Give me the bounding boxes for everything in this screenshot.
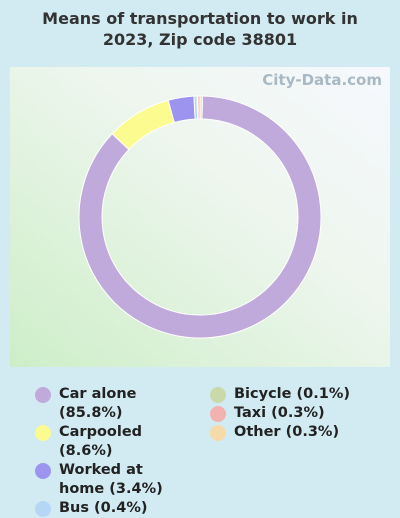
chart: City-Data.com [10, 67, 390, 367]
legend-label: Taxi (0.3%) [234, 405, 325, 421]
legend: Bicycle (0.1%) Taxi (0.3%) Other (0.3%) [210, 385, 364, 442]
legend-label: Bicycle (0.1%) [234, 386, 350, 402]
legend-item: Bicycle (0.1%) [210, 385, 364, 404]
legend-item: Other (0.3%) [210, 423, 364, 442]
legend-swatch [210, 387, 226, 403]
legend-item: Car alone (85.8%) [35, 385, 189, 423]
legend-item: Bus (0.4%) [35, 499, 189, 518]
legend-label: Car alone (85.8%) [59, 386, 137, 421]
legend-swatch [210, 406, 226, 422]
legend-label: Bus (0.4%) [59, 500, 148, 516]
legend-item: Worked at home (3.4%) [35, 461, 189, 499]
legend-swatch [35, 387, 51, 403]
legend-swatch [35, 501, 51, 517]
legend-label: Worked at home (3.4%) [59, 462, 163, 497]
legend: Car alone (85.8%) Carpooled (8.6%) Worked … [35, 385, 189, 518]
legend-swatch [210, 425, 226, 441]
donut-slice [199, 95, 203, 120]
legend-swatch [35, 425, 51, 441]
watermark: City-Data.com [262, 71, 382, 89]
legend-item: Taxi (0.3%) [210, 404, 364, 423]
page: Means of transportation to work in 2023,… [10, 9, 390, 517]
chart-title: Means of transportation to work in 2023,… [42, 9, 358, 49]
donut-slice [78, 95, 322, 339]
legend-label: Carpooled (8.6%) [59, 424, 143, 459]
legend-item: Carpooled (8.6%) [35, 423, 189, 461]
legend-label: Other (0.3%) [234, 424, 340, 440]
legend-swatch [35, 463, 51, 479]
